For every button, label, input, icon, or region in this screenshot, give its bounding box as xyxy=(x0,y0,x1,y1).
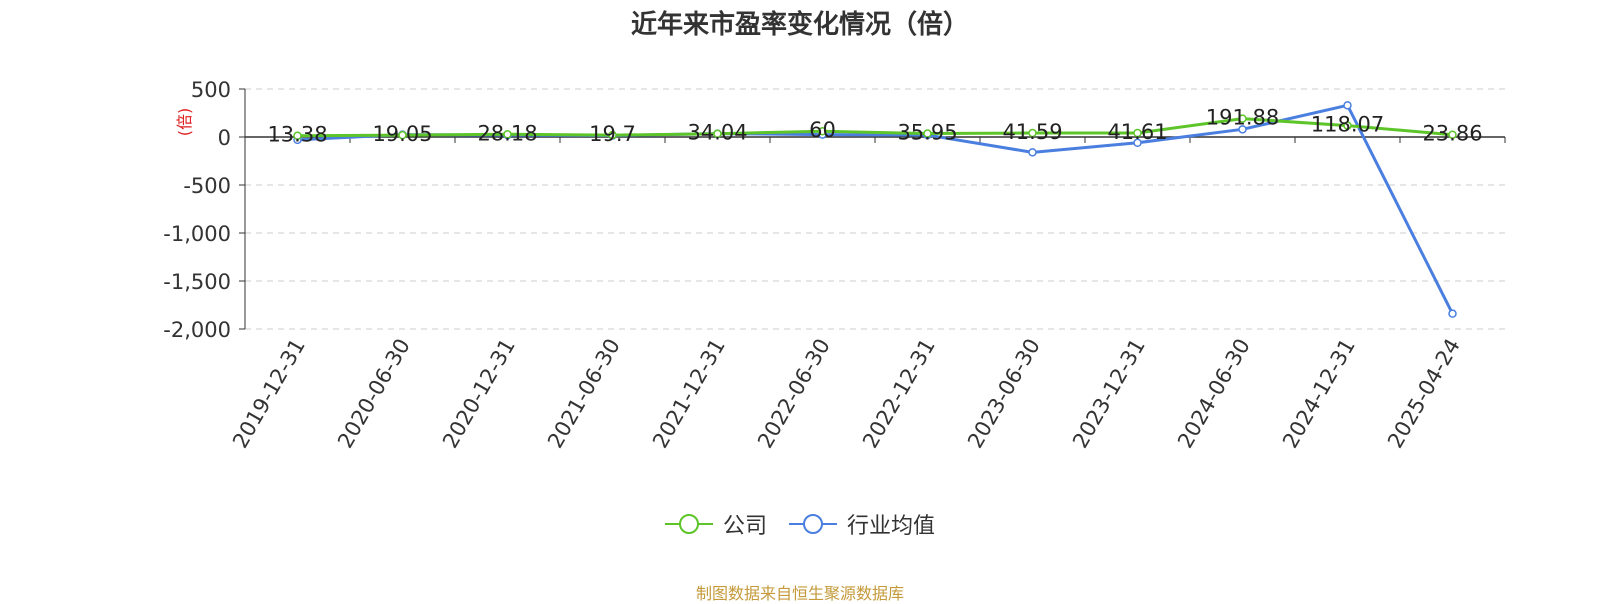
data-point-company xyxy=(1448,130,1457,139)
data-point-industry-average xyxy=(1133,138,1142,148)
legend-industry-line-icon xyxy=(789,514,837,534)
y-axis-label: (倍) xyxy=(175,108,194,137)
data-point-industry-average xyxy=(1448,309,1457,318)
data-label-company: 41.61 xyxy=(1107,120,1167,144)
data-label-company: 191.88 xyxy=(1206,106,1279,130)
y-tick-label: -1,000 xyxy=(163,222,231,246)
x-tick-label: 2023-06-30 xyxy=(963,335,1045,453)
data-label-company: 34.04 xyxy=(687,121,747,145)
grid-layer xyxy=(245,88,1505,330)
x-tick-label: 2021-06-30 xyxy=(543,335,625,453)
data-label-company: 23.86 xyxy=(1422,122,1482,146)
data-label-company: 19.7 xyxy=(589,122,636,146)
data-label-company: 28.18 xyxy=(477,121,537,145)
x-tick-label: 2021-12-31 xyxy=(648,335,730,453)
y-tick-label: -2,000 xyxy=(163,318,231,342)
chart-title: 近年来市盈率变化情况（倍） xyxy=(630,10,969,40)
x-tick-label: 2024-06-30 xyxy=(1173,335,1255,453)
series-layer xyxy=(293,101,1457,318)
data-point-industry-average xyxy=(1343,101,1352,110)
legend-item-industry-average[interactable]: 行业均值 xyxy=(789,508,935,540)
x-tick-label: 2020-06-30 xyxy=(333,335,415,453)
label-layer: 13.38 19.05 28.18 19.7 34.04 60 35.95 41.59 41.6… xyxy=(267,106,1482,147)
data-point-company xyxy=(1133,128,1142,138)
data-point-industry-average xyxy=(1238,125,1247,134)
data-point-company xyxy=(503,130,512,139)
x-tick-label: 2023-12-31 xyxy=(1068,335,1150,453)
source-note: 制图数据来自恒生聚源数据库 xyxy=(695,584,904,603)
y-tick-label: -1,500 xyxy=(163,270,231,294)
legend-label-industry-average: 行业均值 xyxy=(847,514,936,539)
data-point-company xyxy=(1343,121,1352,130)
y-tick-label: 500 xyxy=(191,78,231,102)
data-label-company: 13.38 xyxy=(267,123,327,147)
data-point-company xyxy=(1028,128,1037,138)
data-point-industry-average xyxy=(1028,148,1037,157)
data-point-company xyxy=(398,130,407,140)
data-label-company: 19.05 xyxy=(372,122,432,146)
data-point-company xyxy=(923,129,932,138)
data-label-company: 60 xyxy=(809,118,836,142)
data-point-company xyxy=(713,129,722,138)
data-point-company xyxy=(818,126,827,136)
y-tick-label: -500 xyxy=(183,174,231,198)
x-tick-label: 2022-12-31 xyxy=(858,335,940,453)
data-point-company xyxy=(608,130,617,140)
x-tick-label: 2022-06-30 xyxy=(753,335,835,453)
x-tick-label: 2024-12-31 xyxy=(1278,335,1360,453)
data-label-company: 35.95 xyxy=(897,121,957,145)
legend: 公司 行业均值 xyxy=(0,508,1600,540)
x-tick-label: 2020-12-31 xyxy=(438,335,520,453)
legend-label-company: 公司 xyxy=(722,514,767,539)
x-tick-label: 2019-12-31 xyxy=(228,335,310,453)
x-tick-label: 2025-04-24 xyxy=(1383,335,1465,453)
data-label-company: 41.59 xyxy=(1002,120,1062,144)
data-point-company xyxy=(1238,114,1247,123)
y-tick-label: 0 xyxy=(218,126,231,150)
data-label-company: 118.07 xyxy=(1311,113,1384,137)
series-line-company xyxy=(297,117,1453,138)
legend-item-company[interactable]: 公司 xyxy=(664,508,767,540)
legend-company-line-icon xyxy=(664,514,713,534)
data-point-company xyxy=(293,131,302,140)
